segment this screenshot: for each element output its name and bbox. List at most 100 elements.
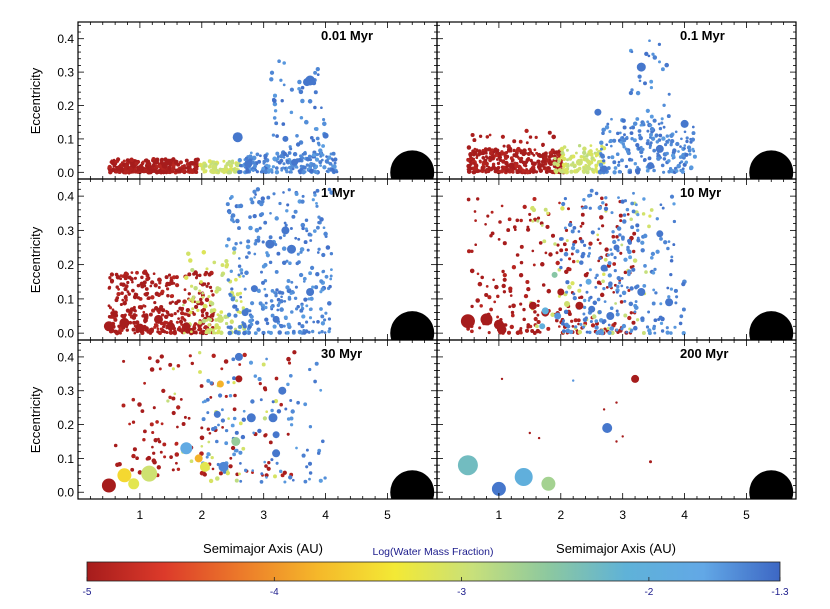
- particle-point: [243, 287, 247, 291]
- particle-point: [201, 295, 205, 299]
- particle-point: [517, 157, 521, 160]
- particle-point: [480, 166, 484, 171]
- particle-point: [534, 135, 538, 140]
- particle-point: [212, 308, 217, 313]
- particle-point: [135, 270, 139, 275]
- particle-point: [309, 296, 314, 301]
- particle-point: [569, 163, 574, 167]
- particle-point: [635, 284, 640, 289]
- particle-point: [609, 326, 614, 331]
- particle-point: [594, 166, 598, 170]
- particle-point: [620, 243, 624, 247]
- particle-point: [484, 292, 489, 298]
- particle-point: [467, 249, 471, 254]
- particle-point: [492, 150, 496, 154]
- planetary-body-point: [647, 162, 654, 170]
- particle-point: [145, 277, 150, 282]
- particle-point: [569, 169, 574, 174]
- particle-point: [289, 291, 293, 296]
- particle-point: [294, 285, 298, 289]
- particle-point: [174, 275, 179, 280]
- particle-point: [674, 130, 678, 134]
- particle-point: [127, 292, 131, 296]
- particle-point: [626, 286, 629, 289]
- particle-point: [171, 367, 175, 371]
- particle-point: [163, 455, 167, 459]
- particle-point: [208, 327, 213, 332]
- particle-point: [117, 461, 122, 467]
- particle-point: [518, 273, 524, 278]
- particle-point: [583, 298, 587, 303]
- particle-point: [661, 206, 665, 210]
- particle-point: [259, 398, 263, 402]
- particle-point: [226, 325, 230, 329]
- particle-point: [319, 290, 323, 294]
- particle-point: [136, 283, 141, 288]
- panel-time-label: 1 Myr: [321, 185, 355, 200]
- particle-point: [306, 248, 310, 252]
- particle-point: [286, 279, 291, 283]
- particle-point: [206, 427, 211, 431]
- particle-point: [235, 307, 239, 312]
- planetary-body-point: [161, 162, 168, 169]
- particle-point: [238, 163, 243, 168]
- particle-point: [155, 420, 159, 424]
- particle-point: [612, 160, 617, 165]
- particle-point: [514, 163, 519, 169]
- particle-point: [553, 156, 557, 161]
- particle-point: [635, 223, 640, 228]
- particle-point: [582, 312, 586, 316]
- particle-point: [269, 305, 273, 309]
- particle-point: [599, 147, 604, 151]
- particle-point: [261, 303, 265, 307]
- particle-point: [648, 143, 653, 148]
- particle-point: [281, 166, 285, 170]
- particle-point: [310, 265, 315, 270]
- particle-point: [142, 304, 146, 308]
- particle-point: [247, 251, 251, 255]
- particle-point: [301, 226, 305, 231]
- particle-point: [131, 315, 137, 320]
- particle-point: [558, 201, 561, 205]
- particle-point: [615, 152, 620, 157]
- panel-time-label: 0.1 Myr: [680, 28, 725, 43]
- planetary-body-point: [649, 460, 652, 464]
- particle-point: [603, 206, 609, 211]
- particle-point: [582, 150, 587, 155]
- particle-point: [144, 328, 148, 332]
- particle-point: [322, 121, 327, 127]
- particle-point: [609, 248, 613, 251]
- particle-point: [477, 169, 482, 173]
- particle-point: [156, 330, 160, 334]
- particle-point: [502, 272, 507, 278]
- particle-point: [477, 149, 482, 153]
- particle-point: [622, 219, 627, 224]
- particle-point: [468, 166, 473, 171]
- panel: 0.00.10.20.30.4 0.01 Myr: [57, 21, 438, 180]
- particle-point: [518, 166, 523, 171]
- particle-point: [170, 167, 174, 171]
- particle-point: [199, 384, 204, 388]
- particle-point: [143, 320, 147, 324]
- particle-point: [641, 331, 646, 335]
- planetary-body-point: [575, 301, 584, 310]
- particle-point: [301, 314, 306, 319]
- panel-time-label: 0.01 Myr: [321, 28, 373, 43]
- particle-point: [664, 143, 668, 147]
- particle-point: [329, 274, 333, 278]
- particle-point: [261, 280, 265, 285]
- particle-point: [546, 326, 551, 331]
- particle-point: [316, 73, 320, 76]
- particle-point: [285, 285, 290, 290]
- particle-point: [646, 109, 650, 113]
- panel: 0.1 Myr: [436, 21, 797, 180]
- particle-point: [160, 313, 165, 317]
- particle-point: [293, 296, 298, 301]
- particle-point: [210, 289, 214, 293]
- particle-point: [570, 281, 575, 286]
- planetary-body-point: [154, 314, 163, 324]
- particle-point: [255, 320, 260, 325]
- particle-point: [284, 407, 288, 411]
- particle-point: [222, 159, 226, 163]
- particle-point: [662, 103, 666, 108]
